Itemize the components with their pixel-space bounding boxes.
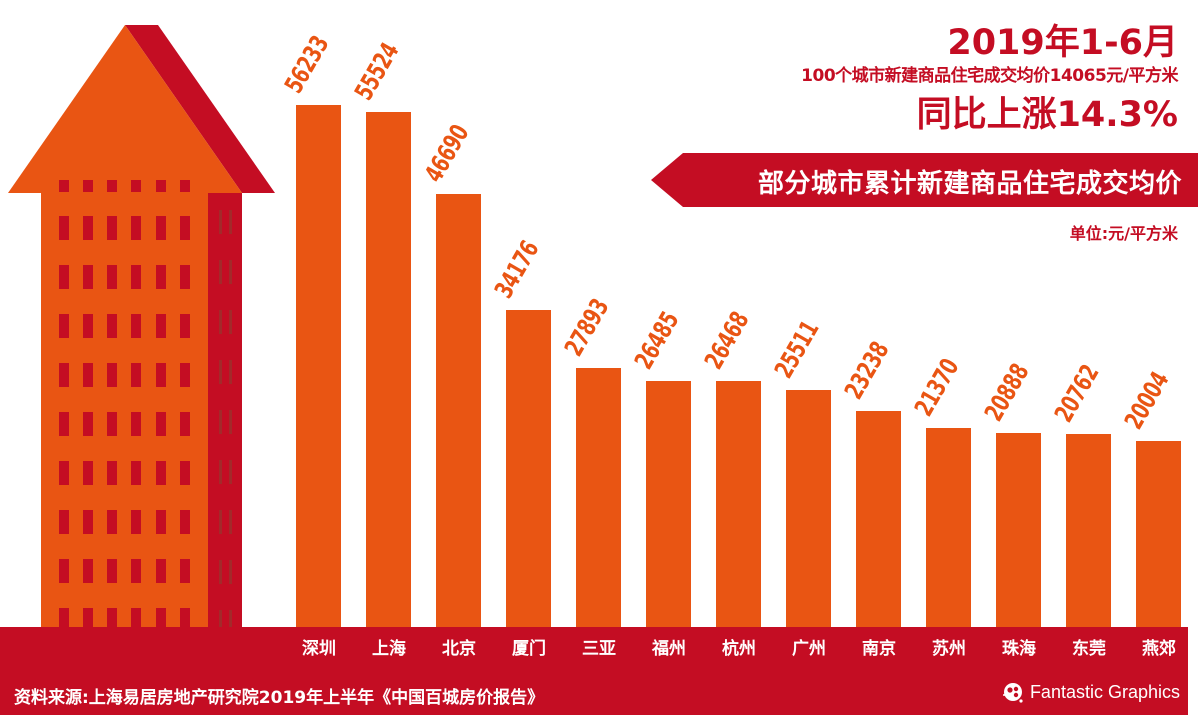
bar xyxy=(926,428,971,627)
fantastic-graphics-logo-icon xyxy=(1002,683,1023,703)
bar-value-label: 20888 xyxy=(978,358,1035,426)
roof-front xyxy=(8,25,242,193)
bar xyxy=(366,111,411,627)
category-label: 福州 xyxy=(652,639,686,659)
bar-value-label: 26468 xyxy=(698,306,755,375)
category-label: 广州 xyxy=(792,639,826,659)
bar xyxy=(856,411,901,627)
bar xyxy=(1136,441,1181,627)
bar xyxy=(506,309,551,627)
bar-value-label: 27893 xyxy=(558,293,615,361)
bar-value-label: 25511 xyxy=(768,315,825,383)
category-label: 北京 xyxy=(442,639,476,659)
house-illustration xyxy=(8,25,275,627)
building-side-windows xyxy=(219,210,232,627)
bar-value-label: 56233 xyxy=(278,30,335,98)
category-label: 三亚 xyxy=(582,639,616,659)
footer-band xyxy=(0,627,1188,715)
category-label: 杭州 xyxy=(722,639,756,659)
category-label: 南京 xyxy=(862,639,896,659)
bar-value-label: 46690 xyxy=(418,119,475,187)
source-note: 资料来源:上海易居房地产研究院2019年上半年《中国百城房价报告》 xyxy=(14,688,545,708)
average-price-subtitle: 100个城市新建商品住宅成交均价14065元/平方米 xyxy=(801,66,1178,86)
bar-value-label: 20004 xyxy=(1118,366,1175,434)
building-windows xyxy=(59,180,190,627)
bar-chart: 56233 55524 46690 34176 27893 26485 26468 25511… xyxy=(278,30,1181,627)
bar xyxy=(296,105,341,627)
category-label: 上海 xyxy=(372,639,406,659)
bar-value-label: 55524 xyxy=(348,37,405,105)
bar xyxy=(996,432,1041,627)
bar xyxy=(646,380,691,627)
bar-value-label: 34176 xyxy=(488,235,545,303)
bar-value-label: 26485 xyxy=(628,306,685,374)
brand-name: Fantastic Graphics xyxy=(1029,681,1180,702)
bar-value-label: 20762 xyxy=(1048,359,1105,427)
bar xyxy=(436,193,481,627)
roof-side xyxy=(125,25,275,193)
category-label: 厦门 xyxy=(512,639,546,659)
unit-label: 单位:元/平方米 xyxy=(1069,224,1178,243)
category-label: 深圳 xyxy=(302,639,336,659)
bar xyxy=(786,389,831,627)
brand: Fantastic Graphics xyxy=(1002,681,1180,703)
chart-title-banner xyxy=(651,153,1198,207)
category-label: 燕郊 xyxy=(1142,639,1176,659)
category-label: 东莞 xyxy=(1072,639,1106,659)
bar-value-label: 23238 xyxy=(838,336,895,404)
growth-headline: 同比上涨14.3% xyxy=(916,95,1178,135)
bar-value-label: 21370 xyxy=(908,354,965,422)
category-label: 珠海 xyxy=(1002,639,1036,659)
period-title: 2019年1-6月 xyxy=(947,23,1178,63)
bar xyxy=(716,381,761,627)
chart-title: 部分城市累计新建商品住宅成交均价 xyxy=(757,169,1182,199)
category-label: 苏州 xyxy=(932,639,966,659)
building-side xyxy=(208,193,242,627)
bar xyxy=(576,367,621,627)
bar xyxy=(1066,433,1111,627)
